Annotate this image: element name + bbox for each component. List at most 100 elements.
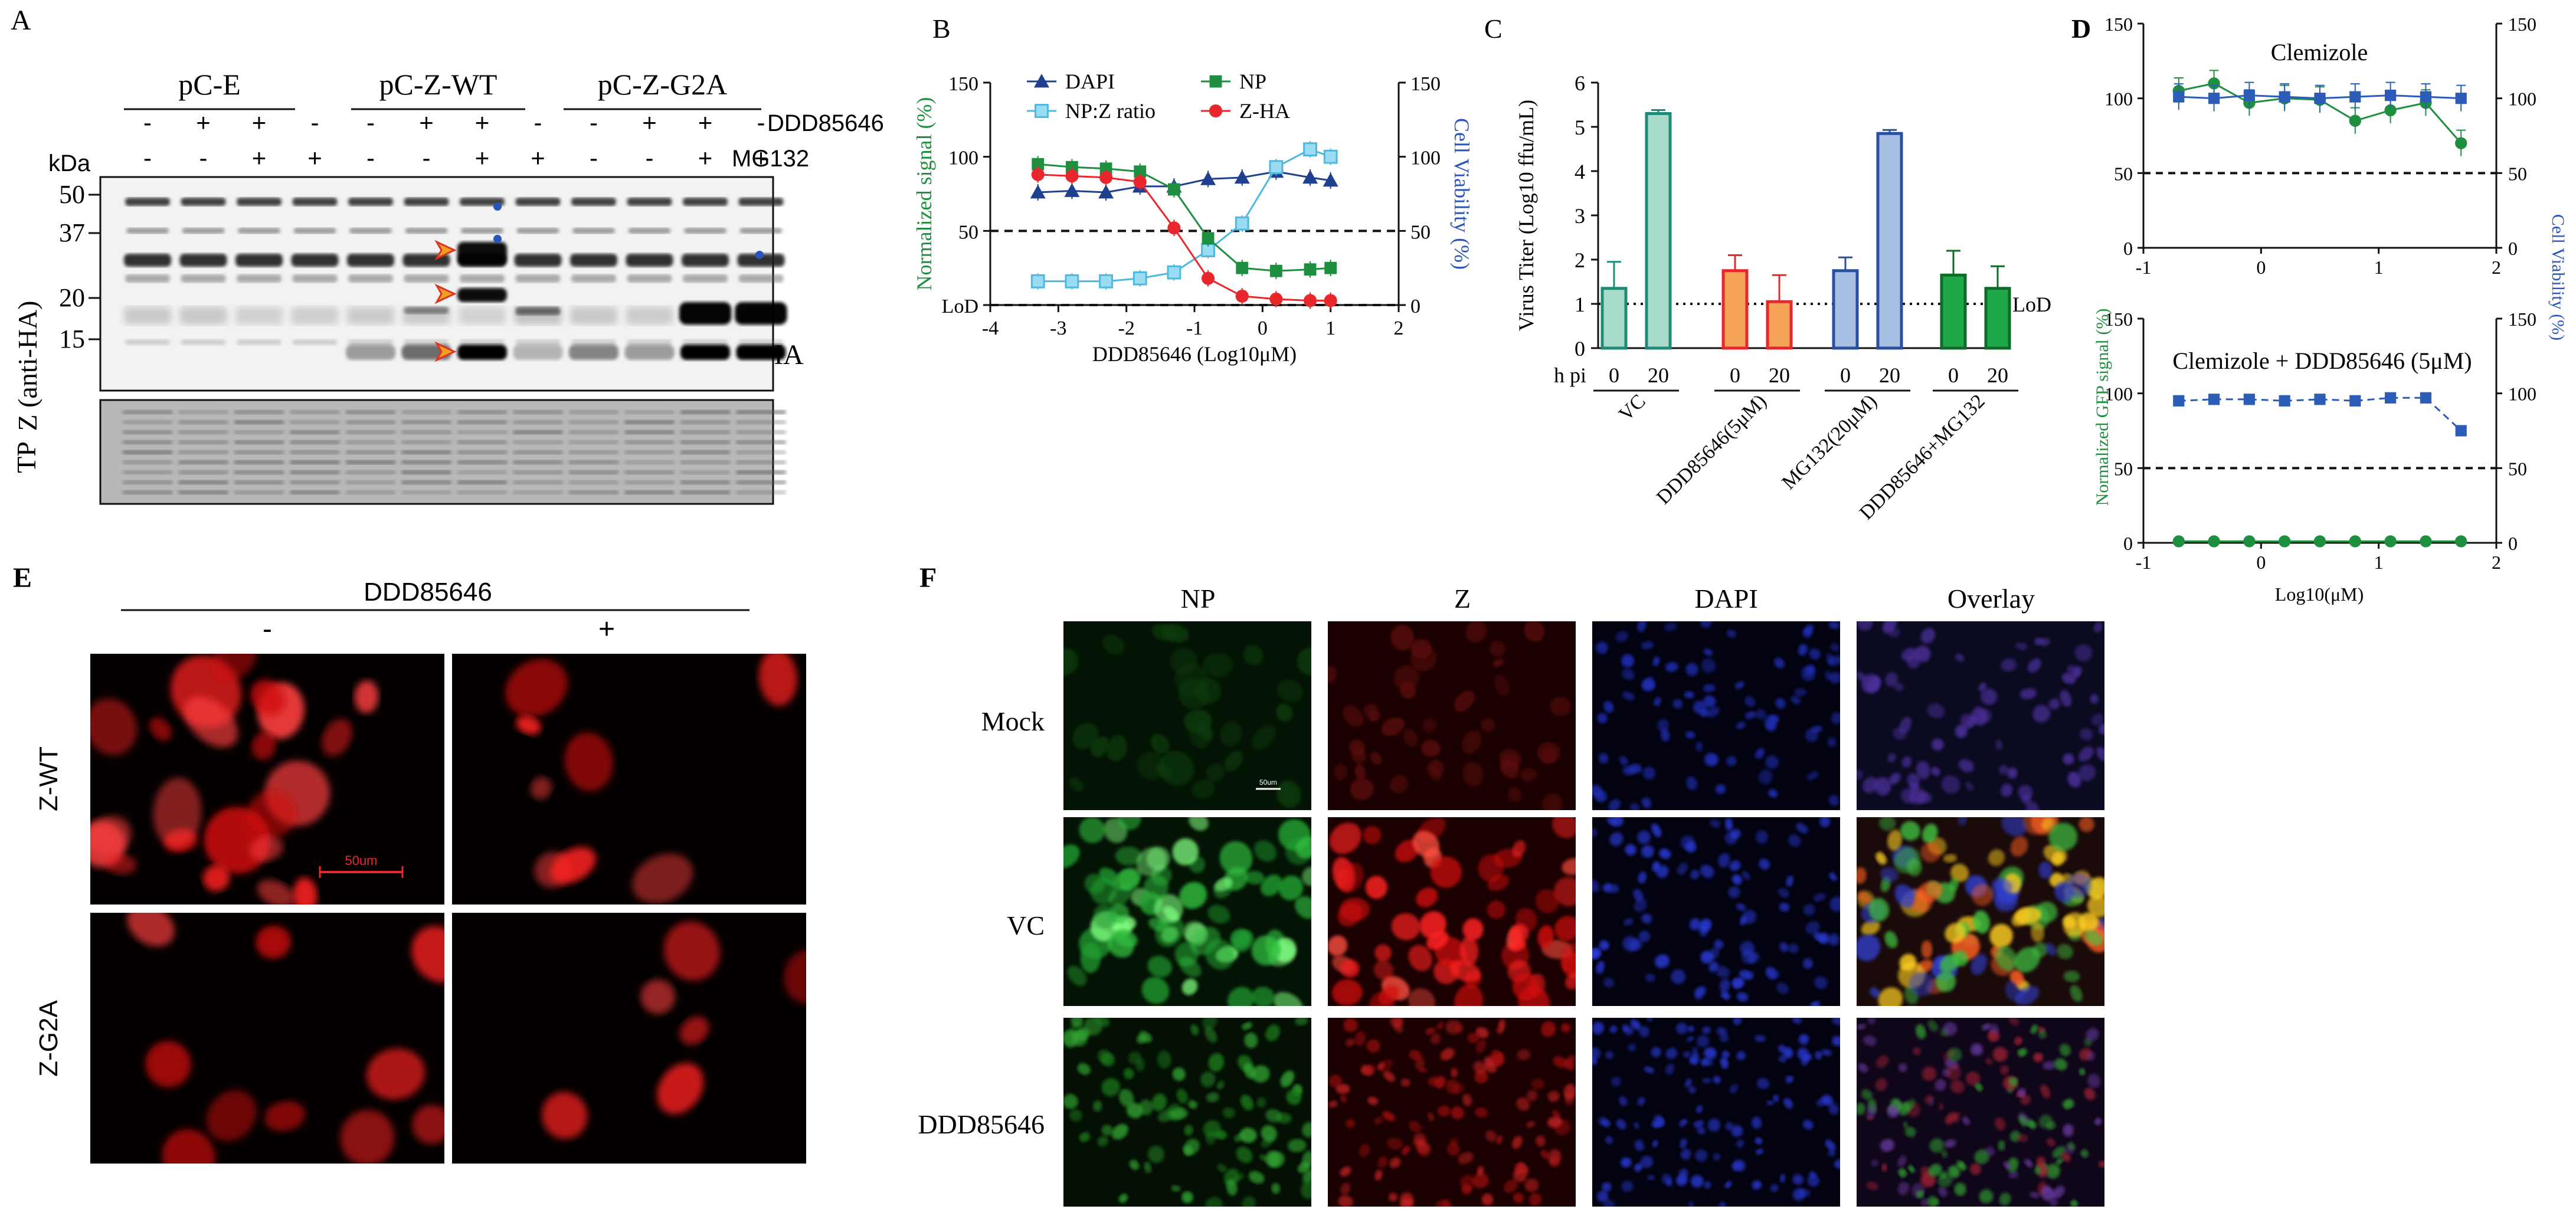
c-tp-3-1: 20	[1987, 363, 2008, 387]
b-point-2-2	[1099, 162, 1112, 175]
mg-sign-lane-1: -	[199, 144, 208, 172]
band-arrow-markers	[434, 202, 764, 362]
d-ylabel-left: Normalized GFP signal (%)	[2093, 309, 2112, 506]
b-xtick-0: -4	[982, 317, 999, 339]
b-point-1-1	[1065, 274, 1079, 289]
b-xlabel: DDD85646 (Log10μM)	[1092, 342, 1297, 366]
c-tp-3-0: 0	[1948, 363, 1959, 387]
d3-ytick-right-2: 100	[2508, 384, 2536, 405]
d-ylabel-right: Cell Viability (%)	[2548, 214, 2568, 340]
kda-marker-15: 15	[59, 325, 85, 353]
b-ytick-right-1: 50	[1410, 221, 1431, 243]
ddd-sign-lane-5: +	[419, 109, 434, 136]
d3-point-1-6	[2385, 392, 2397, 404]
mg-sign-lane-10: +	[698, 144, 713, 172]
b-point-1-7	[1269, 160, 1284, 175]
d3-xtick-3: 2	[2492, 552, 2501, 573]
c-tp-1-0: 0	[1730, 363, 1740, 387]
d2-ytick-right-2: 100	[2508, 89, 2536, 110]
d2-ytick-3: 150	[2104, 14, 2133, 35]
blot-group-0: pC-E	[178, 68, 241, 101]
d3-xtick-0: -1	[2136, 552, 2152, 573]
b-legend-marker-2	[1209, 75, 1222, 88]
d3-point-0-6	[2384, 535, 2397, 548]
d2-point-1-6	[2385, 90, 2397, 101]
b-point-2-7	[1270, 264, 1282, 277]
b-series-line-2	[1037, 163, 1331, 272]
d2-ytick-right-1: 50	[2508, 163, 2527, 184]
d3-point-0-8	[2455, 535, 2467, 548]
c-bar-1-0	[1721, 269, 1749, 350]
e-title: DDD85646	[364, 578, 492, 607]
f-image-ddd85646-np	[1063, 1018, 1311, 1207]
mg-sign-lane-6: +	[475, 144, 490, 172]
panel-label-f: F	[919, 562, 937, 594]
treatment-label-mg132: MG132	[732, 146, 809, 172]
f-scale-text: 50um	[1259, 778, 1277, 787]
b-point-3-9	[1324, 294, 1337, 307]
d3-ytick-0: 0	[2123, 533, 2133, 554]
e-col-plus: +	[598, 614, 615, 645]
blot-bands	[124, 198, 787, 360]
f-image-vc-overlay	[1857, 817, 2104, 1006]
b-legend-marker-0	[1034, 74, 1049, 88]
c-tp-2-1: 20	[1879, 363, 1900, 387]
d2-point-1-0	[2173, 91, 2185, 103]
mg-sign-lane-4: -	[366, 144, 375, 172]
kda-marker-50: 50	[59, 180, 85, 209]
c-bar-1-1	[1766, 300, 1793, 350]
d2-xtick-2: 1	[2374, 257, 2384, 278]
e-image-3	[452, 913, 806, 1164]
e-scale-text: 50um	[345, 853, 377, 868]
ddd-sign-lane-0: -	[143, 109, 152, 136]
d3-point-0-0	[2172, 535, 2185, 548]
d2-xtick-0: -1	[2136, 257, 2152, 278]
d2-ytick-right-3: 150	[2508, 14, 2536, 35]
mg-sign-lane-3: +	[307, 144, 322, 172]
b-ytick-right-0: 0	[1410, 296, 1420, 317]
b-point-1-8	[1303, 142, 1317, 156]
panel-label-a: A	[11, 5, 31, 36]
f-col-overlay: Overlay	[1947, 584, 2035, 614]
d3-ytick-1: 50	[2114, 458, 2133, 479]
d2-point-1-2	[2243, 90, 2255, 101]
b-point-3-0	[1031, 168, 1045, 181]
mg-sign-lane-5: -	[423, 144, 431, 172]
f-image-ddd85646-z	[1328, 1018, 1576, 1207]
b-series-line-3	[1037, 173, 1331, 302]
e-image-1	[452, 654, 806, 905]
d2-point-1-3	[2279, 91, 2290, 103]
c-lod-label: LoD	[2012, 293, 2051, 316]
c-tp-1-1: 20	[1769, 363, 1790, 387]
b-point-3-7	[1269, 292, 1283, 306]
b-legend-marker-1	[1035, 104, 1049, 118]
e-row-z-wt: Z-WT	[34, 746, 63, 811]
d2-point-0-1	[2208, 77, 2220, 90]
b-point-3-1	[1065, 169, 1079, 183]
c-ytick-0: 0	[1575, 337, 1585, 361]
ddd-sign-lane-2: +	[252, 109, 267, 136]
mg-sign-lane-7: +	[531, 144, 545, 172]
d3-point-0-7	[2420, 535, 2432, 548]
b-ylabel-right: Cell Viability (%)	[1450, 118, 1474, 270]
d3-xtick-2: 1	[2374, 552, 2384, 573]
d2-point-1-8	[2455, 93, 2467, 104]
b-point-2-5	[1202, 232, 1215, 245]
c-hpi-label: h pi	[1554, 363, 1586, 387]
b-point-3-5	[1202, 271, 1215, 285]
b-point-0-1	[1064, 183, 1080, 197]
d3-ytick-3: 150	[2104, 309, 2133, 330]
mg-sign-lane-11: +	[754, 144, 768, 172]
d3-point-1-5	[2349, 395, 2361, 407]
kda-label: kDa	[48, 150, 91, 176]
panel-f-microscopy: F NP Z DAPI Overlay Mock VC DDD85646 50um	[918, 562, 2104, 1207]
f-image-ddd85646-overlay	[1857, 1018, 2104, 1207]
panel-c-virus-titer: C 0 1 2 3 4 5 6 Virus Titer (Log10 ffu/mL) LoD h …	[1484, 14, 2051, 524]
blot-group-2: pC-Z-G2A	[598, 68, 727, 101]
c-ytick-1: 1	[1575, 293, 1585, 316]
b-point-2-3	[1134, 165, 1147, 178]
c-ytick-6: 6	[1575, 71, 1585, 95]
blot-ylabel: Z (anti-HA)	[12, 301, 42, 431]
d-bottom-title: Clemizole + DDD85646 (5μM)	[2172, 348, 2472, 374]
